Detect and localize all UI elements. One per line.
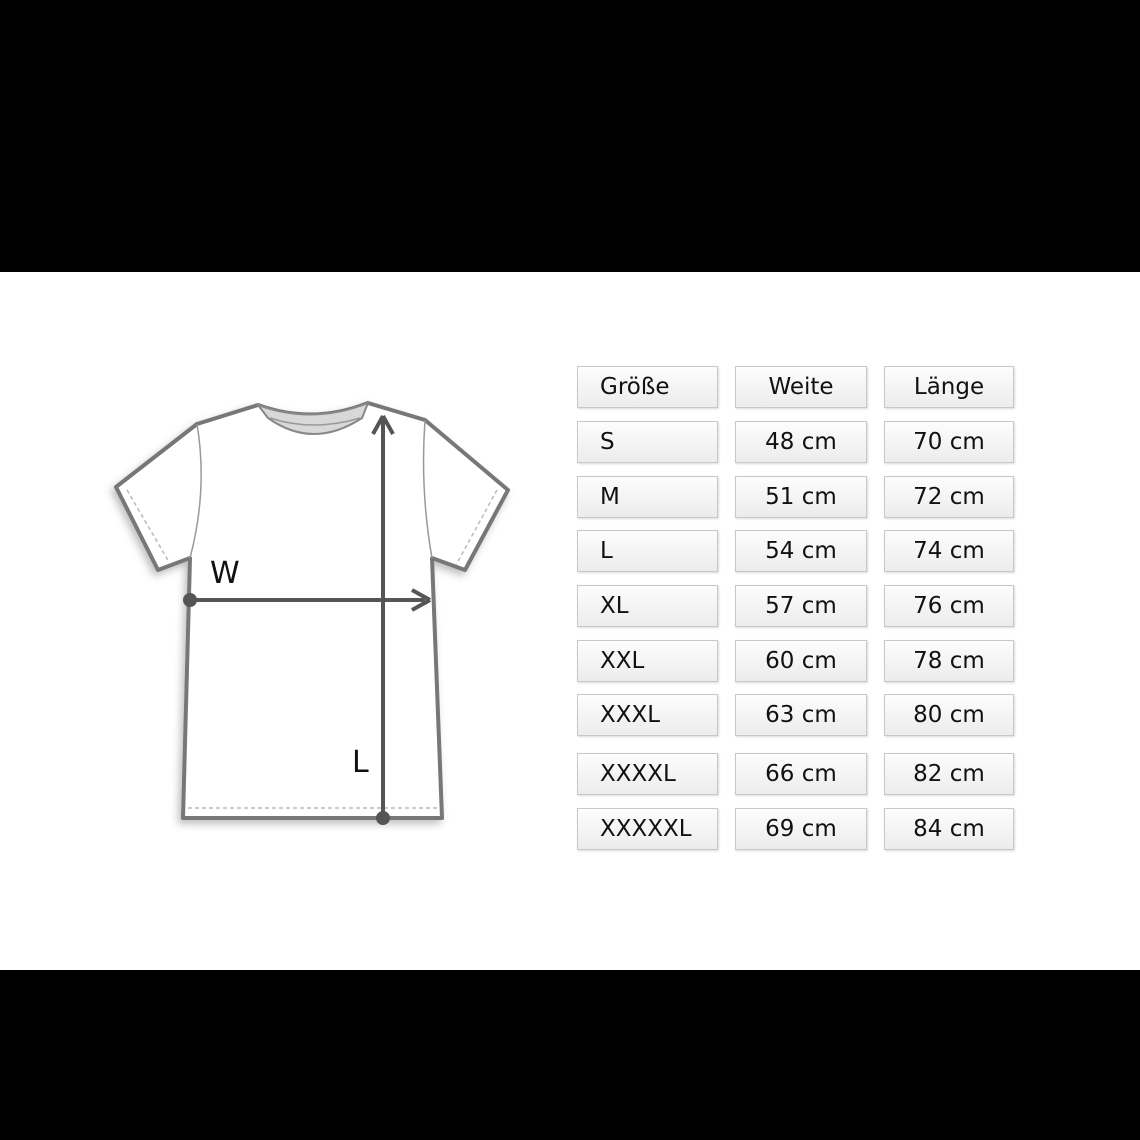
- cell-length: 70 cm: [884, 421, 1014, 463]
- cell-width: 60 cm: [735, 640, 867, 682]
- cell-size: S: [577, 421, 718, 463]
- cell-size: XXXXXL: [577, 808, 718, 850]
- cell-width: 54 cm: [735, 530, 867, 572]
- cell-width: 57 cm: [735, 585, 867, 627]
- cell-length: 80 cm: [884, 694, 1014, 736]
- cell-size: M: [577, 476, 718, 518]
- cell-width: 51 cm: [735, 476, 867, 518]
- cell-length: 78 cm: [884, 640, 1014, 682]
- cell-size: XXXL: [577, 694, 718, 736]
- header-width: Weite: [735, 366, 867, 408]
- header-length: Länge: [884, 366, 1014, 408]
- cell-width: 69 cm: [735, 808, 867, 850]
- length-arrow: [371, 415, 395, 825]
- collar: [255, 401, 370, 435]
- width-arrow: [183, 588, 431, 612]
- cell-length: 82 cm: [884, 753, 1014, 795]
- cell-size: L: [577, 530, 718, 572]
- cell-width: 48 cm: [735, 421, 867, 463]
- cell-size: XXXXL: [577, 753, 718, 795]
- length-label: L: [352, 745, 369, 780]
- cell-width: 63 cm: [735, 694, 867, 736]
- width-label: W: [210, 556, 240, 591]
- cell-length: 74 cm: [884, 530, 1014, 572]
- cell-width: 66 cm: [735, 753, 867, 795]
- cell-size: XL: [577, 585, 718, 627]
- header-size: Größe: [577, 366, 718, 408]
- cell-size: XXL: [577, 640, 718, 682]
- cell-length: 84 cm: [884, 808, 1014, 850]
- tshirt-outline: [114, 401, 510, 820]
- cell-length: 76 cm: [884, 585, 1014, 627]
- cell-length: 72 cm: [884, 476, 1014, 518]
